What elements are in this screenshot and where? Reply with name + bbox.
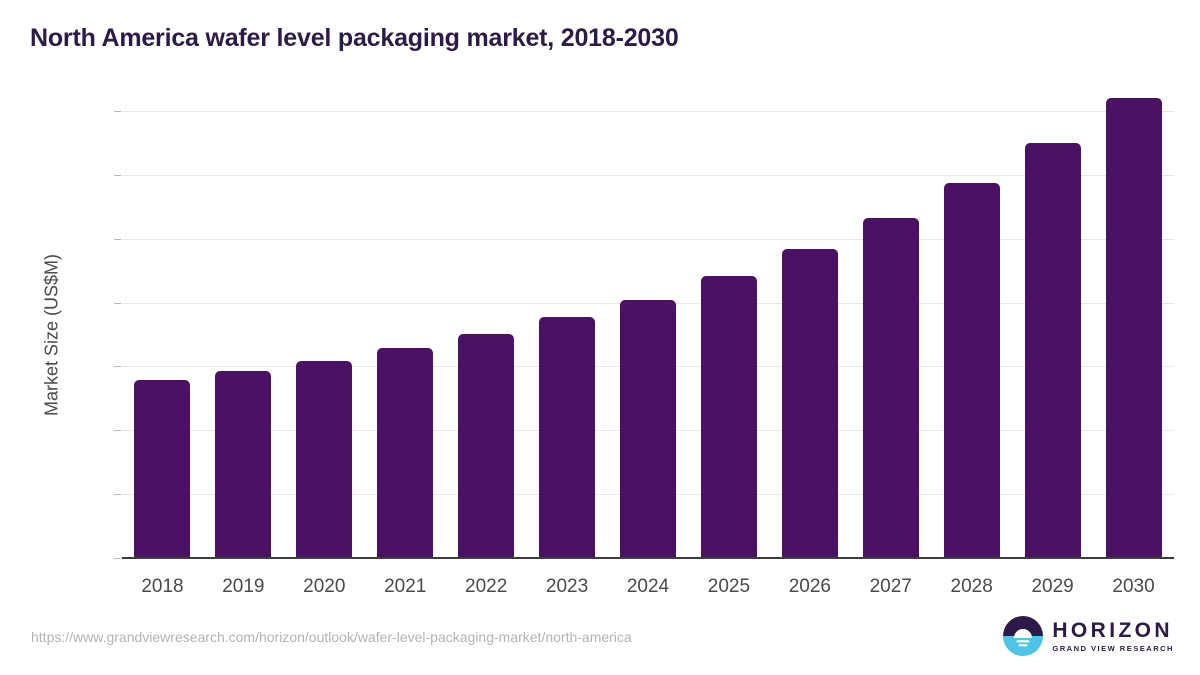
x-tick-label-2026: 2026 [788,576,831,597]
bar-2019[interactable] [215,370,272,558]
x-tick-label-2019: 2019 [222,576,265,597]
x-tick-label-2020: 2020 [303,576,346,597]
x-tick-label-2022: 2022 [465,576,508,597]
x-tick-label-2029: 2029 [1031,576,1074,597]
bar-2028[interactable] [943,182,1000,558]
x-tick-label-2027: 2027 [869,576,912,597]
bar-2024[interactable] [619,300,676,558]
bar-slot: 2029 [1012,111,1093,597]
bar-slot: 2020 [284,111,365,597]
bar-slot: 2018 [122,111,203,597]
x-tick-label-2018: 2018 [141,576,184,597]
y-tick-mark [114,494,121,496]
bar-slot: 2026 [769,111,850,597]
x-tick-label-2024: 2024 [626,576,670,597]
bar-slot: 2023 [527,111,608,597]
bar-slot: 2028 [931,111,1012,597]
bar-2021[interactable] [377,347,434,558]
plot-area: Market Size (US$M) 050010001500200025003… [42,97,1174,597]
y-tick-mark [114,111,121,112]
y-tick-mark [114,174,121,176]
x-axis-baseline [122,557,1174,559]
x-tick-label-2025: 2025 [707,576,751,597]
bar-2018[interactable] [134,379,191,558]
logo-wordmark: HORIZON [1052,618,1173,642]
bar-slot: 2025 [688,111,769,597]
source-url[interactable]: https://www.grandviewresearch.com/horizo… [31,629,632,645]
bar-2030[interactable] [1105,97,1162,558]
bar-slot: 2021 [365,111,446,597]
y-tick-mark [114,558,121,559]
bar-slot: 2030 [1093,97,1174,597]
gridline [122,111,1174,112]
logo-text: HORIZON GRAND VIEW RESEARCH [1052,620,1174,653]
y-tick-mark [114,238,121,240]
y-tick-mark [114,430,121,432]
bar-2025[interactable] [700,275,757,558]
bar-slot: 2022 [446,111,527,597]
bar-2029[interactable] [1024,142,1081,558]
bar-2023[interactable] [539,317,596,558]
bar-slot: 2024 [608,111,689,597]
y-tick-mark [114,366,121,368]
gridline [122,238,1174,240]
logo-tagline: GRAND VIEW RESEARCH [1052,643,1174,653]
bar-slot: 2019 [203,111,284,597]
bar-2022[interactable] [458,333,515,558]
bar-2020[interactable] [296,360,353,558]
bar-2027[interactable] [862,217,919,558]
bar-series: 2018 2019 2020 2021 2022 2023 2024 2025 2026 2027… [122,97,1174,597]
horizon-logo[interactable]: HORIZON GRAND VIEW RESEARCH [1003,616,1174,656]
bar-2026[interactable] [781,248,838,558]
x-tick-label-2023: 2023 [545,576,589,597]
y-tick-mark [114,302,121,304]
y-axis-label: Market Size (US$M) [41,253,62,416]
bar-slot: 2027 [850,111,931,597]
x-tick-label-2021: 2021 [384,576,427,597]
horizon-sun-icon [1003,616,1044,656]
x-tick-label-2030: 2030 [1112,576,1155,597]
gridline [122,174,1174,176]
x-tick-label-2028: 2028 [950,576,993,597]
page-title: North America wafer level packaging mark… [30,24,679,52]
